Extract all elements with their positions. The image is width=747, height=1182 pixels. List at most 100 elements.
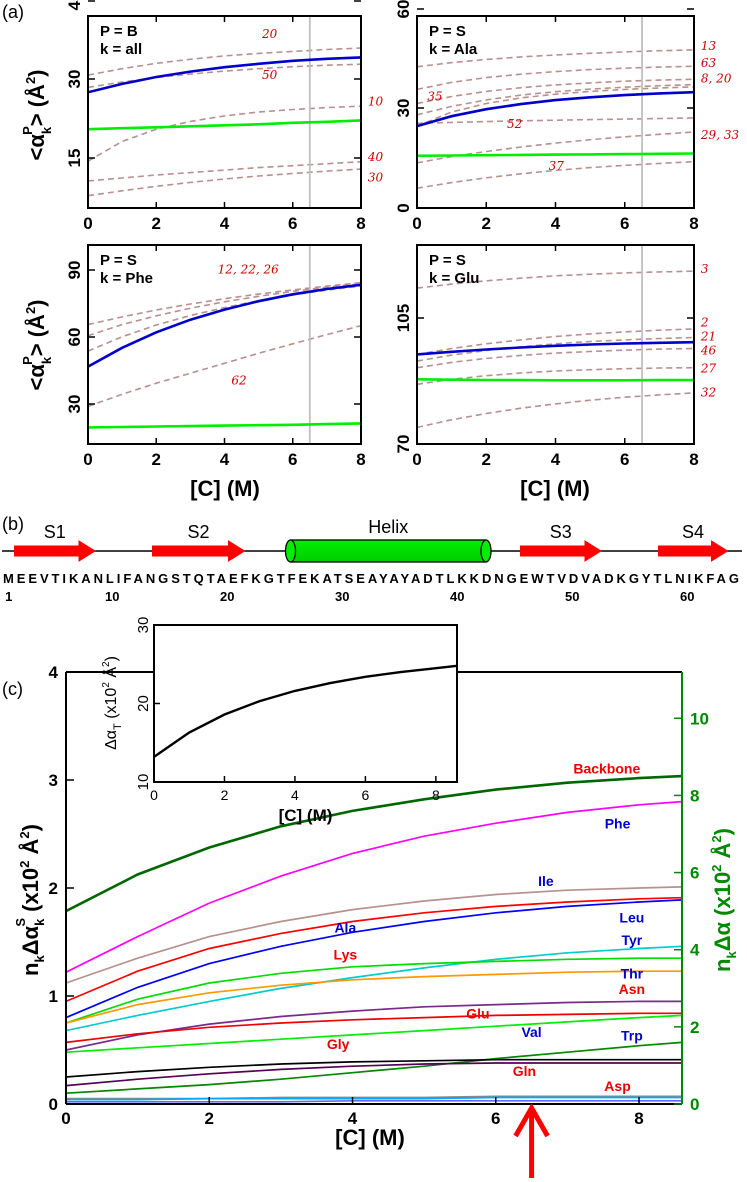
subset-label: P = S [429,252,466,269]
dashed-line-d26 [88,281,361,326]
series-number-label: 63 [701,56,717,70]
panel-c-xlabel: [C] (M) [335,1125,405,1150]
strand-arrow-S3 [520,540,602,562]
series-label-glu: Glu [466,1006,489,1022]
series-number-label: 40 [367,150,384,164]
series-line-trp [66,1041,682,1095]
dashed-line-d2 [417,328,694,356]
x-tick-label: 8 [356,214,365,233]
series-number-label: 13 [701,39,717,53]
strand-arrow-S4 [658,540,729,562]
blue-line [88,283,361,368]
dashed-line-d21 [417,336,694,362]
series-group [417,16,694,208]
y2-tick-label: 0 [690,1095,699,1114]
x-tick-label: 2 [152,450,161,469]
green-line [417,152,694,158]
subset-label: P = S [429,23,466,40]
y-tick-label: 45 [65,0,84,10]
series-line-gln [66,1062,682,1087]
series-number-label: 46 [700,343,717,357]
panel-a-tag: (a) [2,2,24,22]
x-tick-label: 0 [83,450,92,469]
dashed-line-d27 [417,366,694,386]
panel-a-xlabel-left: [C] (M) [190,476,260,501]
inset-x-tick-label: 8 [432,787,440,803]
dashed-line-d30 [88,168,361,197]
y2-tick-label: 4 [690,941,700,960]
series-number-label: 62 [231,373,246,387]
strand-arrow-S2 [152,540,246,562]
subset-label: P = S [100,252,137,269]
series-line-phe [66,800,682,973]
series-label-tyr: Tyr [621,932,642,948]
series-number-label: 2 [700,315,709,329]
x-tick-label: 8 [634,1109,643,1128]
residue-number: 20 [220,589,234,604]
series-number-label: 52 [507,117,522,131]
x-tick-label: 0 [412,450,421,469]
y-tick-label: 3 [49,771,58,790]
series-number-label: 12, 22, 26 [218,263,279,277]
x-tick-label: 0 [412,214,421,233]
dashed-line-d22 [88,285,361,352]
series-number-label: 3 [701,262,709,276]
dashed-line-d20 [417,83,694,116]
series-group [88,16,361,208]
series-line-lys [66,957,682,1024]
blue-line [88,56,361,94]
y-tick-label: 1 [49,987,58,1006]
series-line-ala [66,896,682,1003]
dashed-line-d46 [417,347,694,369]
x-tick-label: 0 [61,1109,70,1128]
dashed-line-d35 [417,86,694,127]
inset-frame [153,624,458,783]
x-tick-label: 4 [551,450,561,469]
dashed-line-d40 [88,160,361,182]
dashed-line-d12 [88,282,361,337]
series-line-tyr [66,945,682,1032]
residue-number: 50 [565,589,579,604]
x-tick-label: 8 [689,214,698,233]
x-tick-label: 6 [288,214,297,233]
series-label-backbone: Backbone [573,761,640,777]
blue-line [417,90,694,128]
dashed-line-d63 [417,65,694,91]
series-number-label: 37 [549,159,565,173]
dashed-line-d32 [417,392,694,429]
y-tick-label: 60 [394,0,413,18]
x-tick-label: 6 [620,214,629,233]
series-group [88,245,361,444]
x-tick-label: 2 [205,1109,214,1128]
panel-c-ylabel-right: nkΔα (x102 Å2) [709,828,739,972]
series-label-gly: Gly [327,1036,350,1052]
dashed-line-d3 [417,270,694,289]
series-group [66,774,682,1103]
series-label-asp: Asp [604,1078,630,1094]
series-number-label: 8, 20 [701,71,732,85]
inset-series-line [153,664,458,758]
series-label-thr: Thr [621,966,644,982]
series-number-label: 32 [701,386,716,400]
series-label-asn: Asn [619,981,645,997]
helix-cap-right [480,539,492,563]
y-tick-label: 0 [49,1095,58,1114]
strand-label-S1: S1 [44,522,66,542]
series-label-lys: Lys [334,946,358,962]
residue-label: k = Phe [100,270,153,287]
x-tick-label: 2 [152,214,161,233]
y2-tick-label: 2 [690,1018,699,1037]
panel-c-plot: 0 2 4 6 8 0 1 2 3 4 0 2 4 6 8 10 Backbone Phe Ile Ala Leu Lys… [49,663,709,1178]
series-number-label: 10 [368,95,384,109]
series-number-label: 20 [261,27,278,41]
sequence-text: MEEVTIKANLIFANGSTQTAEFKGTFEKATSEAYAYADTL… [3,571,739,586]
panel-b-tag: (b) [2,514,24,534]
series-line-val [66,1014,682,1054]
series-label-gln: Gln [513,1063,536,1079]
red-arrow-head [513,1102,550,1138]
series-label-val: Val [521,1024,541,1040]
series-label-ile: Ile [538,873,554,889]
series-number-label: 50 [262,68,278,82]
x-tick-label: 2 [482,214,491,233]
